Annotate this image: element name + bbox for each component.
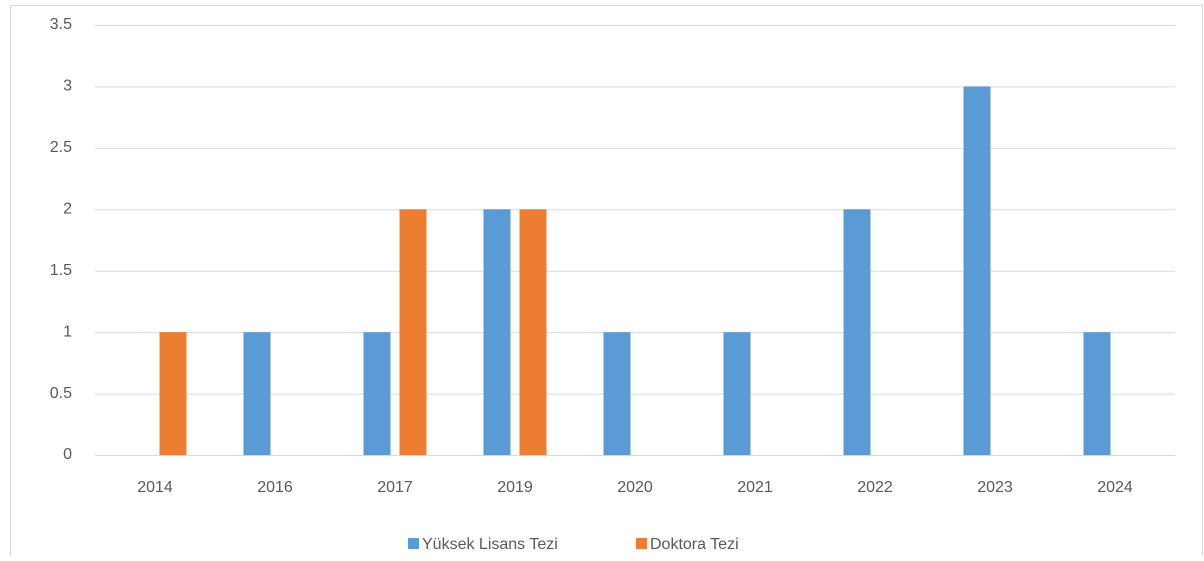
bar [603, 332, 631, 455]
y-tick-label: 0 [63, 446, 72, 463]
y-tick-label: 2.5 [50, 139, 72, 156]
x-tick-label: 2014 [137, 479, 173, 496]
y-tick-label: 0.5 [50, 385, 72, 402]
bar [483, 209, 511, 455]
legend-swatch [636, 538, 647, 549]
y-tick-label: 3 [63, 78, 72, 95]
x-tick-label: 2016 [257, 479, 293, 496]
x-tick-label: 2021 [737, 479, 773, 496]
legend-swatch [408, 538, 419, 549]
x-tick-label: 2019 [497, 479, 533, 496]
bar [723, 332, 751, 455]
x-tick-label: 2024 [1097, 479, 1133, 496]
bar [399, 209, 427, 455]
bar [159, 332, 187, 455]
x-tick-label: 2017 [377, 479, 413, 496]
bar [363, 332, 391, 455]
bar [519, 209, 547, 455]
bar [963, 86, 991, 455]
x-tick-label: 2022 [857, 479, 893, 496]
bar [1083, 332, 1111, 455]
y-tick-label: 1 [63, 323, 72, 340]
y-tick-label: 1.5 [50, 262, 72, 279]
y-tick-label: 3.5 [50, 16, 72, 33]
chart-border [10, 5, 1203, 561]
bar [843, 209, 871, 455]
x-tick-label: 2020 [617, 479, 653, 496]
legend-label: Doktora Tezi [650, 536, 739, 553]
x-tick-label: 2023 [977, 479, 1013, 496]
y-tick-label: 2 [63, 201, 72, 218]
bar [243, 332, 271, 455]
legend-label: Yüksek Lisans Tezi [422, 536, 558, 553]
